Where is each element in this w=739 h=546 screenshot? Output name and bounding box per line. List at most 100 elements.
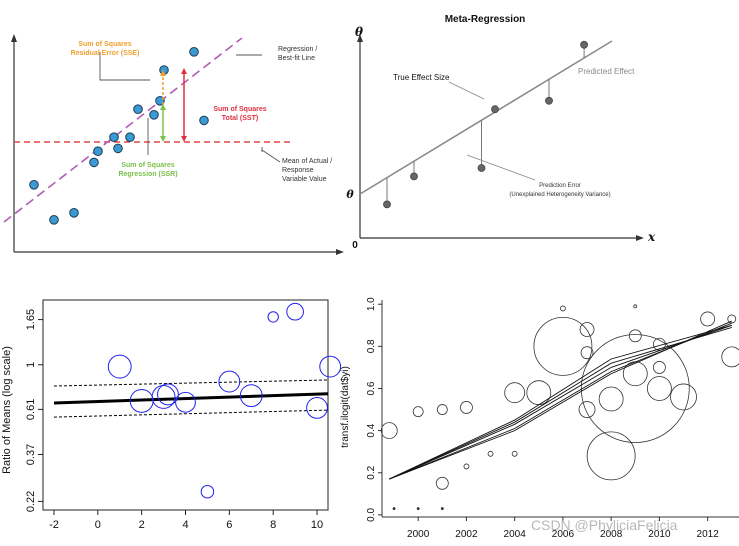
p4-x-tick-label-2: 2004	[504, 529, 527, 540]
p2-point-3	[491, 105, 499, 114]
p4-point-21	[628, 329, 642, 343]
p3-x-tick-label-4: 6	[226, 519, 232, 531]
p4-y-axis-label: transf.ilogit(dat$yi)	[340, 366, 351, 448]
p4-point-2	[412, 406, 424, 418]
p1-ssr-arrowhead-bottom	[160, 136, 166, 142]
p3-y-tick-label-0: 0.22	[25, 491, 37, 512]
p2-prediction-error-label-line2: (Unexplained Heterogeneity Variance)	[509, 192, 610, 198]
p4-point-7	[460, 401, 473, 414]
p1-point-9	[149, 110, 159, 120]
p4-x-tick-label-1: 2002	[455, 529, 478, 540]
p3-point-4	[175, 391, 196, 413]
p3-axes: -2 0 2 4 6 8 10 0.22 0.37 0.61 1 1.65	[25, 309, 323, 531]
p4-point-30	[727, 314, 737, 324]
p3-points	[107, 302, 342, 499]
p4-point-23	[633, 304, 638, 309]
p1-regression-line	[3, 37, 243, 223]
p2-point-1	[410, 172, 418, 181]
p4-point-18	[598, 386, 624, 412]
p4-point-11	[504, 382, 526, 404]
p4-points	[380, 304, 739, 510]
p1-regression-label-line2: Best-fit Line	[278, 55, 315, 62]
p3-point-11	[319, 355, 342, 378]
p3-y-tick-label-3: 1	[25, 362, 37, 368]
p4-y-tick-label-2: 0.4	[366, 423, 377, 437]
p2-predicted-label: Predicted Effect	[578, 67, 635, 76]
p4-y-tick-label-4: 0.8	[366, 339, 377, 353]
p1-point-7	[125, 132, 135, 142]
p1-point-1	[49, 215, 59, 225]
p4-y-tick-label-0: 0.0	[366, 508, 377, 522]
p3-point-6	[218, 370, 241, 393]
p1-point-12	[189, 47, 199, 57]
p2-y-axis-label: θ	[355, 25, 363, 39]
p4-point-4	[436, 404, 448, 415]
p3-point-9	[286, 302, 304, 321]
p1-x-arrow	[336, 249, 344, 255]
p4-point-15	[579, 322, 595, 337]
p2-point-2	[477, 164, 486, 172]
p2-origin-label: 0	[352, 240, 358, 251]
watermark: CSDN @PhyliciaFelicia	[531, 517, 678, 533]
p3-ci-lower	[53, 409, 329, 418]
p1-mean-label-line2: Response	[282, 167, 314, 174]
p4-point-12	[526, 380, 552, 406]
p1-mean-connector	[261, 149, 281, 163]
p1-ssr-label-line1: Sum of Squares	[121, 162, 174, 169]
panel-ratio-of-means: -2 0 2 4 6 8 10 0.22 0.37 0.61 1 1.65 Ratio of Mean…	[1, 299, 342, 531]
p3-x-tick-label-0: -2	[49, 519, 59, 531]
p4-point-6	[440, 507, 444, 510]
p1-point-8	[133, 104, 143, 114]
p1-point-11	[155, 96, 165, 106]
p4-point-29	[721, 346, 739, 368]
p2-intercept-label: θ	[346, 188, 354, 201]
p4-point-24	[652, 361, 666, 374]
p4-point-3	[416, 507, 420, 510]
p4-point-0	[380, 422, 398, 440]
p4-point-28	[700, 311, 716, 327]
p4-point-9	[487, 450, 494, 457]
p3-point-0	[107, 354, 132, 379]
p1-sse-leader	[99, 52, 150, 81]
p3-y-tick-label-2: 0.61	[25, 399, 37, 420]
p2-x-axis-label: x	[647, 230, 656, 244]
p1-point-0	[29, 180, 39, 190]
p4-point-20	[580, 334, 690, 443]
panel-meta-regression: Meta-Regression θ x θ 0 True Effect Size…	[346, 14, 656, 251]
p3-point-7	[239, 384, 263, 408]
p1-point-4	[93, 146, 103, 156]
p1-ssr-label-line2: Regression (SSR)	[118, 171, 177, 178]
p1-point-6	[113, 143, 123, 154]
p1-sse-label-line2: Residual Error (SSE)	[71, 50, 140, 57]
p3-x-tick-label-5: 8	[270, 519, 276, 531]
p4-point-5	[435, 476, 449, 490]
p4-y-tick-label-3: 0.6	[366, 381, 377, 395]
p2-title: Meta-Regression	[445, 14, 526, 25]
p4-point-19	[586, 431, 636, 481]
p1-regression-label-line1: Regression /	[278, 46, 317, 53]
p4-point-27	[670, 383, 697, 411]
p3-fit-line	[53, 392, 329, 405]
p4-x-tick-label-5: 2010	[648, 529, 671, 540]
p1-mean-label-line3: Variable Value	[282, 176, 327, 183]
p4-point-1	[392, 507, 396, 510]
p3-point-2	[151, 385, 176, 409]
p2-prediction-error-leader	[466, 154, 536, 181]
p3-x-tick-label-2: 2	[139, 519, 145, 531]
p4-fit-line-3	[389, 320, 732, 480]
p2-point-4	[545, 96, 553, 105]
p1-point-2	[69, 208, 79, 218]
p1-sst-label-line1: Sum of Squares	[213, 106, 266, 113]
p1-mean-label-line1: Mean of Actual /	[282, 158, 332, 165]
p4-point-17	[578, 401, 596, 418]
p1-sst-arrowhead-bottom	[181, 136, 187, 142]
p4-fit-line-4	[389, 324, 732, 480]
p3-y-tick-label-4: 1.65	[25, 309, 37, 330]
p4-lines	[389, 320, 732, 480]
p3-lines	[53, 379, 329, 418]
panel-sum-of-squares: Sum of Squares Residual Error (SSE) Sum …	[3, 34, 344, 255]
p3-x-tick-label-6: 10	[311, 519, 323, 531]
p2-x-arrow	[636, 235, 644, 241]
p2-true-effect-leader	[448, 81, 485, 100]
p3-x-tick-label-1: 0	[95, 519, 101, 531]
